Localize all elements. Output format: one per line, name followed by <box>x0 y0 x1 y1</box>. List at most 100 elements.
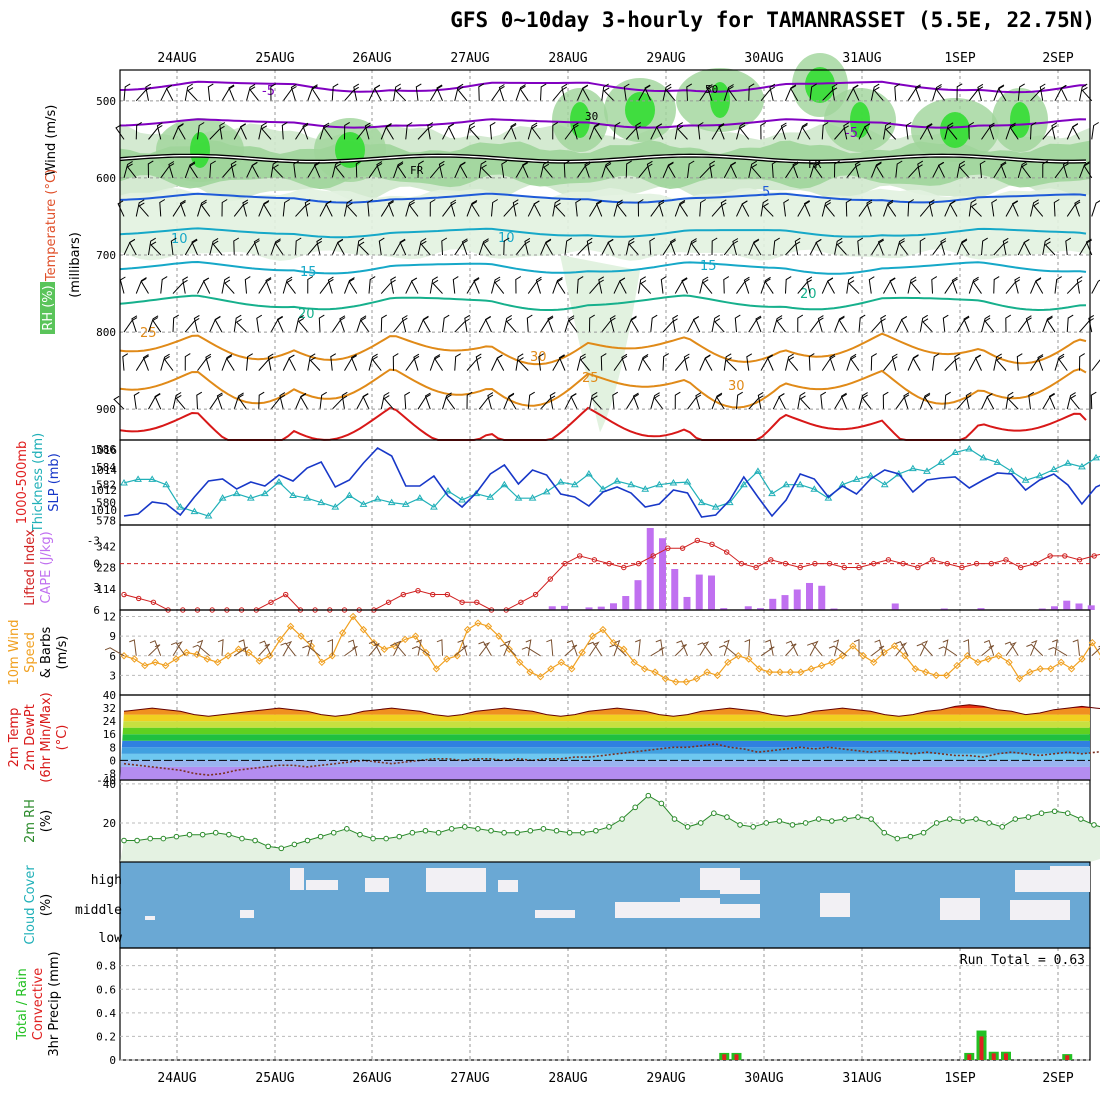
wind10-barb <box>149 640 162 656</box>
wind-barb <box>1023 239 1031 256</box>
wind-barb <box>937 161 946 179</box>
wind-barb <box>658 199 665 217</box>
wind-barb <box>1091 359 1100 371</box>
wind-barb <box>281 121 288 140</box>
wind-barb <box>564 315 575 333</box>
wind-barb <box>723 353 732 371</box>
cloud-block <box>700 904 760 918</box>
thickness-point <box>951 448 960 456</box>
wind-barb <box>632 392 639 410</box>
slp-tick: 1012 <box>91 484 118 497</box>
wind-barb <box>148 125 163 140</box>
rh-point <box>1078 816 1084 822</box>
cape-bar <box>769 598 777 610</box>
wind-barb <box>732 238 739 256</box>
rh-point <box>711 810 717 816</box>
wind10-point <box>817 661 826 670</box>
cape-bar <box>646 527 654 610</box>
thickness-tick: 580 <box>96 497 116 510</box>
wind10-barb <box>833 639 840 656</box>
wind-barb <box>932 353 940 371</box>
wind-barb <box>834 160 840 178</box>
wind-barb <box>405 277 418 294</box>
wind-barb <box>429 276 438 294</box>
temp-band <box>120 747 1090 754</box>
wind10-point <box>797 668 805 676</box>
wind-tick: 3 <box>109 669 116 682</box>
temperature-axis-label: Temperature (°C) <box>44 169 59 282</box>
wind10-barb <box>393 640 402 656</box>
wind-barb <box>282 86 297 102</box>
wind-barb <box>764 278 774 294</box>
wind-barb <box>838 316 848 333</box>
wind-barb <box>783 199 790 217</box>
wind10-point <box>1005 658 1013 667</box>
wind-barb <box>846 163 861 179</box>
wind-barb <box>515 276 522 294</box>
wind-barb <box>1030 199 1039 217</box>
wind-barb <box>473 277 480 294</box>
temp-line <box>123 704 1100 717</box>
wind-barb <box>1021 163 1031 179</box>
wind-barb <box>683 353 690 371</box>
wind-barb <box>214 316 223 333</box>
thickness-point <box>1063 459 1072 466</box>
wind-barb <box>168 161 175 179</box>
cape-bar <box>622 596 630 610</box>
wind-barb <box>1035 277 1044 294</box>
cape-bar <box>561 605 568 610</box>
thickness-point <box>317 498 326 506</box>
wind10-line <box>123 615 1100 683</box>
cape-bar <box>720 608 728 610</box>
wind-barb <box>235 318 247 333</box>
wind-barb <box>393 161 404 179</box>
wind-barb <box>135 355 149 371</box>
wind-barb <box>311 85 321 102</box>
wind-barb <box>392 353 399 371</box>
cape-bar <box>1038 608 1046 610</box>
wind-barb <box>552 121 559 140</box>
thickness-point <box>655 480 664 488</box>
wind-barb <box>870 318 886 333</box>
rh-tongue <box>560 255 640 433</box>
wind-barb <box>857 237 864 256</box>
thickness-point <box>1021 476 1030 483</box>
wind-barb <box>1044 241 1056 256</box>
wind-barb <box>330 353 337 371</box>
wind-barb <box>603 87 615 102</box>
rh-point <box>147 835 154 842</box>
wind-barb <box>907 199 914 217</box>
wind-barb <box>996 356 1007 371</box>
wind-barb <box>650 314 658 333</box>
rh-point <box>881 829 888 836</box>
wind-barb <box>434 355 443 371</box>
wind-barb <box>699 199 706 217</box>
wind10-point <box>661 674 670 683</box>
wind-barb <box>725 357 737 371</box>
wind-barb <box>1025 315 1032 333</box>
wind-barb <box>417 393 431 410</box>
wind-barb <box>677 125 688 140</box>
wind10-point <box>651 668 659 676</box>
thickness-point <box>289 491 297 498</box>
wind-barb <box>646 160 653 179</box>
rh-point <box>946 816 953 822</box>
rh-point <box>894 835 901 842</box>
wind-barb <box>970 203 982 217</box>
wind-barb <box>605 162 615 179</box>
li-point <box>679 545 686 551</box>
rh-point <box>842 816 848 822</box>
wind-barbs <box>113 83 1100 410</box>
wind10-barb <box>650 647 665 657</box>
wind-barb <box>797 279 812 294</box>
thickness-point <box>993 458 1002 465</box>
thickness-point <box>134 475 142 482</box>
wind-barb <box>711 202 727 217</box>
li-point <box>812 560 818 567</box>
wind10-point <box>484 622 493 631</box>
wind-barb <box>331 160 341 179</box>
rh-point <box>763 820 770 826</box>
temp-band <box>120 740 1090 748</box>
wind-barb <box>883 122 891 140</box>
li-point <box>635 560 642 567</box>
